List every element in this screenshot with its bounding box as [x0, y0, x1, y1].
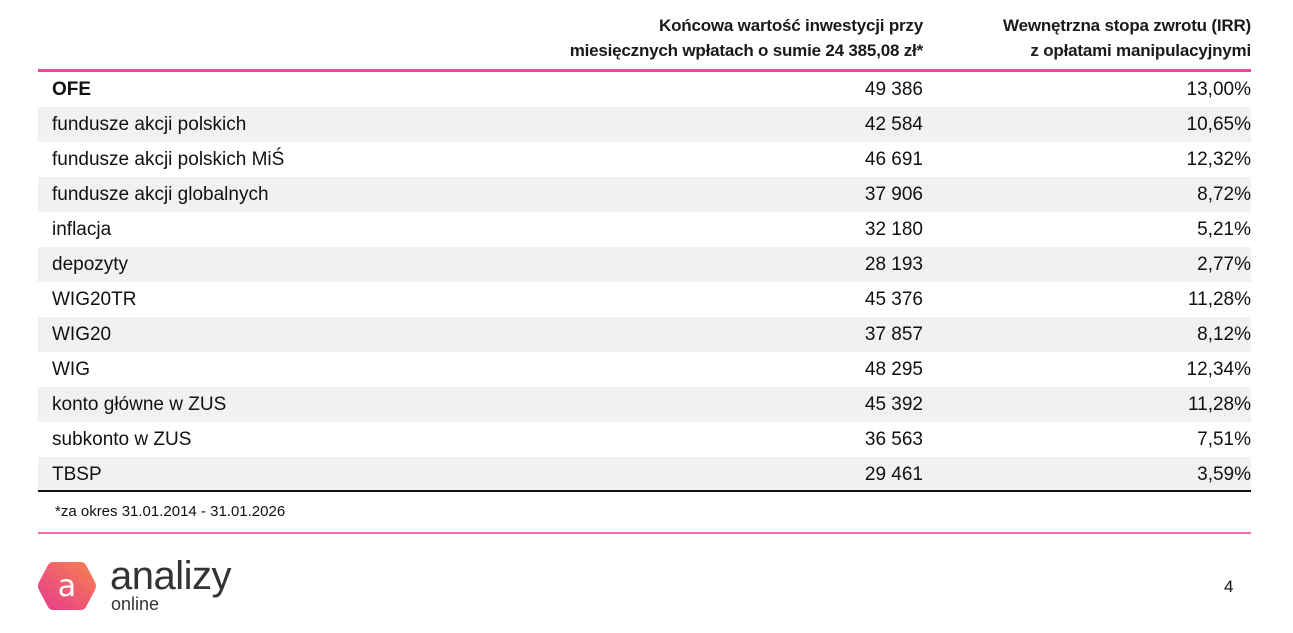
row-irr: 3,59%: [1197, 464, 1251, 485]
footer-divider: [38, 532, 1251, 534]
row-name: inflacja: [52, 219, 112, 240]
row-irr: 10,65%: [1186, 114, 1251, 135]
header-irr-line2: z opłatami manipulacyjnymi: [1030, 41, 1251, 60]
row-irr: 13,00%: [1186, 79, 1251, 100]
table-row: TBSP 29 461 3,59%: [38, 457, 1251, 492]
row-value: 42 584: [864, 114, 923, 135]
svg-text:a: a: [58, 569, 76, 604]
row-irr: 8,72%: [1197, 184, 1251, 205]
row-name: fundusze akcji polskich MiŚ: [52, 149, 285, 170]
table-row: depozyty 28 193 2,77%: [38, 247, 1251, 282]
analizy-online-logo: a analizy online: [37, 554, 247, 618]
footnote: *za okres 31.01.2014 - 31.01.2026: [55, 503, 286, 520]
hexagon-logo-icon: a: [38, 562, 96, 610]
row-value: 45 376: [864, 289, 923, 310]
table-row: WIG20 37 857 8,12%: [38, 317, 1251, 352]
header-final-value-line1: Końcowa wartość inwestycji przy: [659, 16, 923, 35]
table-row: fundusze akcji globalnych 37 906 8,72%: [38, 177, 1251, 212]
row-irr: 11,28%: [1187, 394, 1251, 415]
row-irr: 8,12%: [1197, 324, 1251, 345]
header-irr-line1: Wewnętrzna stopa zwrotu (IRR): [1003, 16, 1251, 35]
results-table: OFE 49 386 13,00% fundusze akcji polskich 4…: [38, 72, 1251, 492]
row-value: 37 906: [864, 184, 923, 205]
table-row: WIG20TR 45 376 11,28%: [38, 282, 1251, 317]
row-name: konto główne w ZUS: [52, 394, 227, 415]
table-row: inflacja 32 180 5,21%: [38, 212, 1251, 247]
row-value: 46 691: [864, 149, 923, 170]
header-final-value-line2: miesięcznych wpłatach o sumie 24 385,08 …: [569, 41, 924, 60]
table-bottom-border: [38, 490, 1251, 492]
logo-subtitle: online: [111, 594, 160, 614]
row-irr: 12,32%: [1186, 149, 1251, 170]
row-irr: 7,51%: [1197, 429, 1251, 450]
table-row: konto główne w ZUS 45 392 11,28%: [38, 387, 1251, 422]
table-header: Końcowa wartość inwestycji przy miesięcz…: [38, 13, 1252, 69]
row-name: subkonto w ZUS: [52, 429, 192, 450]
logo-wordmark: analizy: [110, 554, 232, 598]
row-name: fundusze akcji polskich: [52, 114, 247, 135]
row-value: 48 295: [864, 359, 923, 380]
row-name: depozyty: [52, 254, 129, 275]
header-final-value: Końcowa wartość inwestycji przy miesięcz…: [423, 13, 924, 63]
row-name: fundusze akcji globalnych: [52, 184, 269, 205]
table-row: WIG 48 295 12,34%: [38, 352, 1251, 387]
row-value: 29 461: [864, 464, 923, 485]
header-divider: [38, 69, 1251, 72]
table-row: OFE 49 386 13,00%: [38, 72, 1251, 107]
row-name: WIG: [52, 359, 90, 380]
row-name: WIG20TR: [52, 289, 137, 310]
row-value: 49 386: [864, 79, 923, 100]
row-name: WIG20: [52, 324, 112, 345]
row-value: 32 180: [864, 219, 923, 240]
page-number: 4: [1224, 577, 1234, 596]
header-irr: Wewnętrzna stopa zwrotu (IRR) z opłatami…: [931, 13, 1251, 63]
row-name: OFE: [52, 79, 92, 100]
row-value: 45 392: [864, 394, 923, 415]
row-value: 28 193: [864, 254, 923, 275]
row-irr: 2,77%: [1197, 254, 1251, 275]
row-irr: 5,21%: [1197, 219, 1251, 240]
table-row: fundusze akcji polskich 42 584 10,65%: [38, 107, 1251, 142]
table-row: fundusze akcji polskich MiŚ 46 691 12,32%: [38, 142, 1251, 177]
row-name: TBSP: [52, 464, 102, 485]
row-value: 37 857: [864, 324, 923, 345]
table-row: subkonto w ZUS 36 563 7,51%: [38, 422, 1251, 457]
row-irr: 12,34%: [1186, 359, 1251, 380]
row-irr: 11,28%: [1187, 289, 1251, 310]
row-value: 36 563: [864, 429, 923, 450]
